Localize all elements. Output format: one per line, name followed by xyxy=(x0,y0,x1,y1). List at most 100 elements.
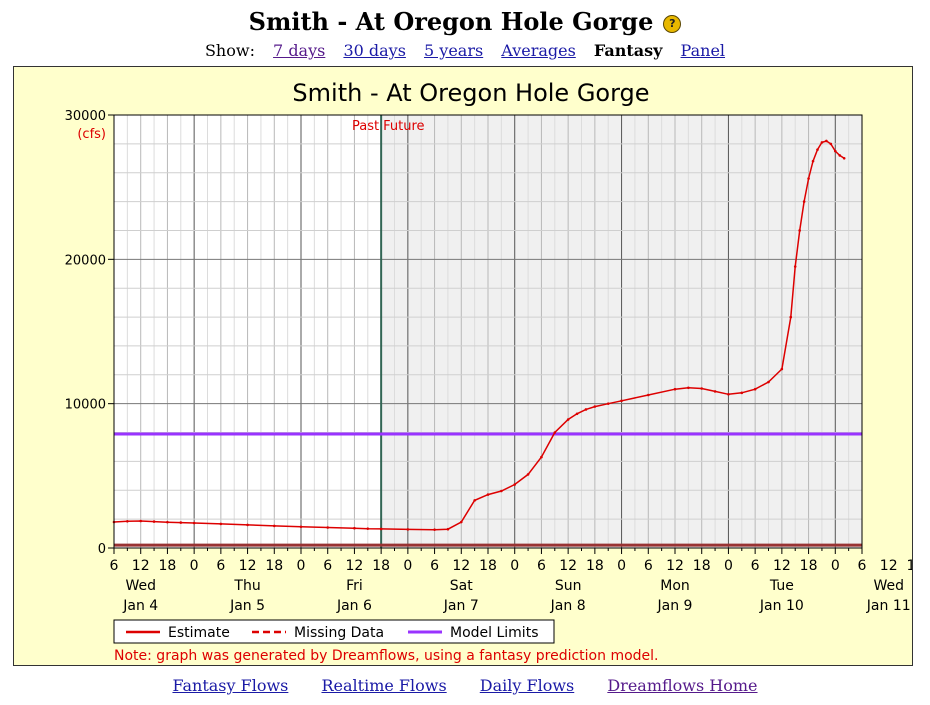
data-point xyxy=(673,387,677,391)
legend-label-missing: Missing Data xyxy=(294,625,384,641)
date-label: Jan 5 xyxy=(229,598,265,614)
data-point xyxy=(406,528,410,531)
y-tick-label: 30000 xyxy=(65,109,106,124)
data-point xyxy=(486,493,490,496)
past-label: Past xyxy=(352,119,379,134)
x-tick-label: 12 xyxy=(346,558,364,574)
x-tick-label: 18 xyxy=(907,558,912,574)
x-tick-label: 6 xyxy=(323,558,332,574)
data-point xyxy=(838,154,842,157)
data-point xyxy=(753,387,757,391)
data-point xyxy=(166,520,169,524)
day-of-week-label: Thu xyxy=(233,578,260,594)
x-tick-label: 18 xyxy=(372,558,390,574)
x-tick-label: 12 xyxy=(880,558,898,574)
data-point xyxy=(366,527,370,530)
data-point xyxy=(152,520,156,523)
y-tick-label: 10000 xyxy=(65,398,106,413)
x-tick-label: 18 xyxy=(265,558,283,574)
data-point xyxy=(179,521,183,524)
x-tick-label: 0 xyxy=(510,558,519,574)
x-tick-label: 0 xyxy=(617,558,626,574)
link-averages[interactable]: Averages xyxy=(501,41,576,60)
x-tick-label: 0 xyxy=(190,558,199,574)
chart-title: Smith - At Oregon Hole Gorge xyxy=(292,79,649,107)
x-tick-label: 6 xyxy=(537,558,546,574)
data-point xyxy=(500,489,503,493)
x-tick-label: 18 xyxy=(693,558,711,574)
x-tick-label: 18 xyxy=(479,558,497,574)
x-tick-label: 18 xyxy=(159,558,177,574)
data-point xyxy=(459,520,463,524)
chart-note: Note: graph was generated by Dreamflows,… xyxy=(114,648,659,664)
footer-nav: Fantasy Flows Realtime Flows Daily Flows… xyxy=(0,676,930,695)
data-point xyxy=(825,139,828,143)
x-tick-label: 6 xyxy=(110,558,119,574)
x-tick-label: 0 xyxy=(403,558,412,574)
data-point xyxy=(353,526,356,530)
x-tick-label: 12 xyxy=(132,558,150,574)
page-title: Smith - At Oregon Hole Gorge? xyxy=(0,7,930,36)
data-point xyxy=(700,387,704,390)
data-point xyxy=(526,473,530,476)
x-tick-label: 6 xyxy=(644,558,653,574)
data-point xyxy=(767,380,770,384)
link-panel[interactable]: Panel xyxy=(680,41,726,60)
x-tick-label: 6 xyxy=(858,558,867,574)
x-tick-label: 12 xyxy=(666,558,684,574)
data-point xyxy=(802,200,806,203)
data-point xyxy=(820,141,824,144)
link-7-days[interactable]: 7 days xyxy=(273,41,326,60)
data-point xyxy=(584,408,588,411)
data-point xyxy=(816,148,819,151)
link-30-days[interactable]: 30 days xyxy=(343,41,406,60)
data-point xyxy=(553,431,557,434)
data-point xyxy=(842,157,846,160)
x-tick-label: 18 xyxy=(800,558,818,574)
data-point xyxy=(789,315,793,319)
data-point xyxy=(326,526,330,529)
chart-frame: Smith - At Oregon Hole Gorge Past Future … xyxy=(13,66,925,666)
data-point xyxy=(575,412,579,416)
x-tick-label: 6 xyxy=(751,558,760,574)
footer-link-dreamflows-home[interactable]: Dreamflows Home xyxy=(607,676,758,695)
x-tick-label: 6 xyxy=(430,558,439,574)
page-title-text: Smith - At Oregon Hole Gorge xyxy=(248,7,654,36)
date-label: Jan 6 xyxy=(336,598,372,614)
data-point xyxy=(126,519,129,523)
help-icon[interactable]: ? xyxy=(663,15,682,33)
flow-chart: Smith - At Oregon Hole Gorge Past Future … xyxy=(65,79,925,664)
data-point xyxy=(379,527,383,531)
day-of-week-label: Wed xyxy=(873,578,904,594)
legend-label-estimate: Estimate xyxy=(168,625,230,641)
date-label: Jan 7 xyxy=(443,598,479,614)
x-tick-label: 18 xyxy=(586,558,604,574)
data-point xyxy=(727,392,730,396)
data-point xyxy=(780,367,784,371)
data-point xyxy=(740,391,744,395)
data-point xyxy=(646,393,650,397)
link-5-years[interactable]: 5 years xyxy=(424,41,484,60)
x-tick-label: 12 xyxy=(559,558,577,574)
show-bar: Show: 7 days 30 days 5 years Averages Fa… xyxy=(0,41,930,60)
data-point xyxy=(139,519,143,523)
data-point xyxy=(793,265,797,268)
data-point xyxy=(299,525,303,529)
footer-link-daily-flows[interactable]: Daily Flows xyxy=(479,676,575,695)
date-label: Jan 8 xyxy=(550,598,586,614)
date-label: Jan 11 xyxy=(866,598,911,614)
future-label: Future xyxy=(383,119,424,134)
day-of-week-label: Sun xyxy=(555,578,582,594)
y-tick-label: 0 xyxy=(98,542,106,557)
data-point xyxy=(566,418,570,421)
data-point xyxy=(606,402,610,405)
x-tick-label: 12 xyxy=(452,558,470,574)
day-of-week-label: Tue xyxy=(769,578,794,594)
x-tick-label: 0 xyxy=(297,558,306,574)
data-point xyxy=(687,386,690,390)
footer-link-realtime-flows[interactable]: Realtime Flows xyxy=(321,676,447,695)
y-tick-label: 20000 xyxy=(65,253,106,268)
date-label: Jan 9 xyxy=(657,598,693,614)
footer-link-fantasy-flows[interactable]: Fantasy Flows xyxy=(172,676,289,695)
legend-label-model-limits: Model Limits xyxy=(450,625,538,641)
